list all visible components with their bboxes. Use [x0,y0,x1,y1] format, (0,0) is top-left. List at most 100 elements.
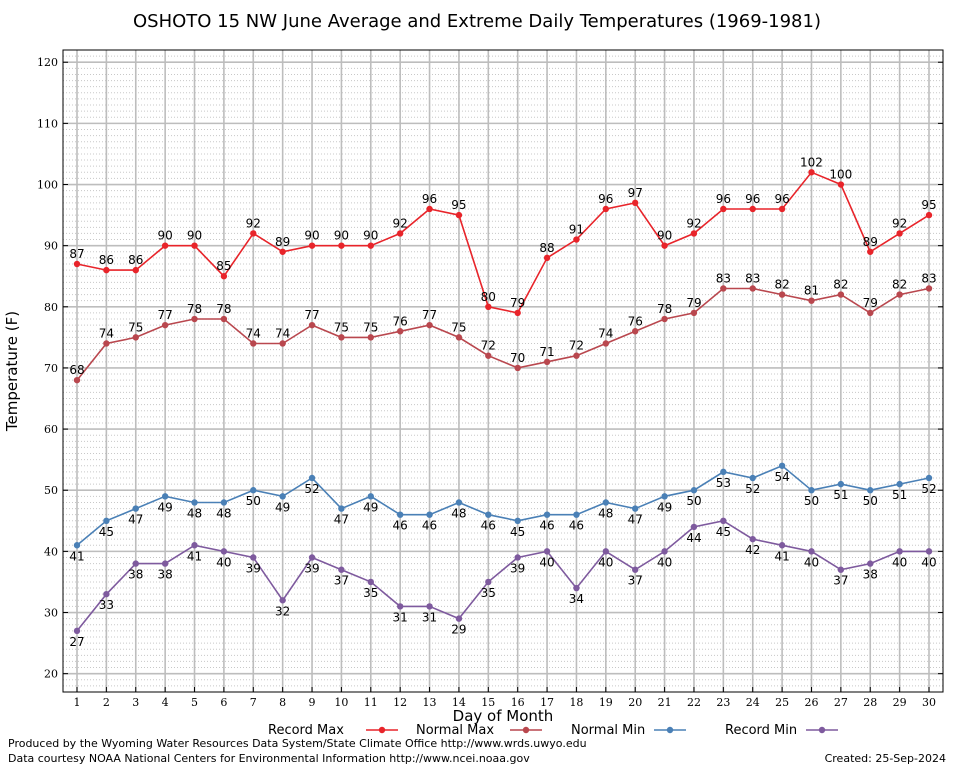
legend-marker [522,726,530,734]
data-label: 40 [657,555,672,569]
data-point [778,291,786,298]
data-point [426,511,433,518]
data-point [808,548,815,555]
data-point [338,334,345,341]
data-point [220,548,228,555]
data-label: 39 [510,561,525,575]
data-point [778,205,786,213]
data-label: 87 [69,247,84,261]
data-point [896,291,903,298]
data-label: 31 [393,610,408,624]
data-label: 45 [716,525,731,539]
data-label: 70 [510,351,525,365]
data-label: 45 [99,525,114,539]
data-point [837,181,845,188]
data-point [602,548,610,555]
grid [63,49,943,693]
data-point [279,340,286,347]
data-label: 71 [539,345,554,359]
data-point [367,493,374,500]
data-label: 90 [334,229,349,243]
data-label: 76 [393,314,408,328]
data-point [720,285,727,292]
data-label: 46 [422,519,437,533]
data-label: 82 [892,278,907,292]
data-label: 40 [804,555,819,569]
data-label: 96 [716,192,731,206]
data-label: 83 [921,271,936,285]
data-label: 96 [745,192,760,206]
data-point [455,615,463,622]
data-point [250,230,257,237]
data-point [632,505,639,512]
legend-marker [666,726,674,734]
data-point [73,627,81,635]
data-point [396,511,404,518]
x-tick-label: 6 [220,696,227,709]
data-label: 74 [246,326,261,340]
data-label: 48 [451,506,466,520]
legend-marker [818,726,826,734]
legend-item: Record Min [725,723,838,738]
data-label: 90 [187,229,202,243]
data-point [720,205,727,213]
data-label: 100 [829,168,852,182]
data-label: 38 [128,568,143,582]
x-tick-label: 13 [423,696,437,709]
x-tick-label: 22 [687,696,701,709]
data-label: 76 [628,314,643,328]
data-point [690,487,698,494]
data-label: 88 [539,241,554,255]
data-point [514,554,521,561]
series-line [76,464,930,546]
legend-item: Normal Max [416,723,542,738]
data-label: 41 [774,549,789,563]
data-point [720,517,727,524]
data-point [279,597,286,604]
x-tick-label: 18 [569,696,583,709]
data-point [543,254,551,262]
data-label: 97 [628,186,643,200]
data-point [220,273,228,280]
data-label: 102 [800,155,823,169]
data-point [485,511,492,518]
data-point [749,474,756,482]
data-point [543,358,551,366]
data-label: 51 [833,488,848,502]
data-label: 45 [510,525,525,539]
data-point [485,352,492,359]
data-label: 52 [745,482,760,496]
data-label: 92 [246,216,261,230]
y-axis-title: Temperature (F) [3,311,21,432]
data-label: 49 [657,500,672,514]
data-point [250,487,257,494]
data-point [690,230,698,237]
data-label: 83 [745,271,760,285]
series-normal-max: 68 74 75 77 78 78 74 74 77 75 75 76 77 75 72 70 71 72 74 76… [69,271,937,384]
x-tick-label: 1 [74,696,81,709]
data-point [338,242,345,249]
footer-created-date: Created: 25-Sep-2024 [824,752,946,765]
data-label: 85 [216,259,231,273]
data-label: 39 [304,561,319,575]
data-point [161,493,169,500]
data-point [396,230,404,237]
data-point [867,309,874,317]
data-label: 79 [510,296,525,310]
data-point [308,554,316,561]
data-point [896,230,903,237]
x-tick-label: 23 [716,696,730,709]
data-point [103,590,110,598]
data-point [602,340,610,347]
data-label: 41 [69,549,84,563]
data-point [808,487,815,494]
data-label: 79 [863,296,878,310]
data-point [602,499,610,506]
data-label: 37 [628,574,643,588]
data-point [396,603,404,610]
data-label: 51 [892,488,907,502]
data-point [308,321,316,329]
data-point [367,242,374,249]
data-label: 77 [422,308,437,322]
data-point [514,364,521,372]
